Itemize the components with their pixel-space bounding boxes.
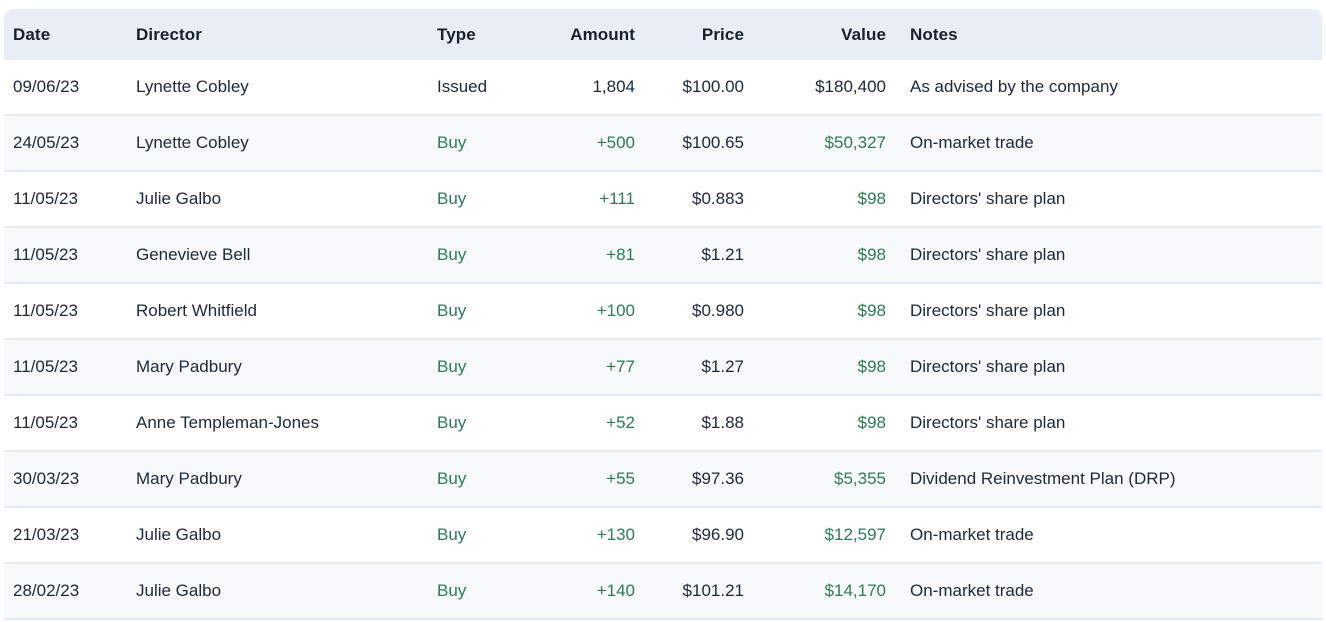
column-header-director: Director [136, 24, 202, 44]
column-header-type: Type [437, 24, 476, 44]
cell-amount: +77 [606, 357, 635, 376]
cell-price: $0.883 [692, 189, 744, 208]
cell-notes: As advised by the company [910, 77, 1118, 96]
cell-director: Mary Padbury [136, 469, 242, 488]
cell-date: 28/02/23 [13, 581, 80, 600]
cell-date: 11/05/23 [13, 245, 78, 264]
cell-director: Lynette Cobley [136, 133, 249, 152]
cell-amount: +130 [596, 525, 635, 544]
cell-type: Issued [437, 77, 488, 96]
cell-value: $98 [857, 189, 886, 208]
cell-price: $101.21 [682, 581, 744, 600]
table-row: 11/05/23 Anne Templeman-Jones Buy +52 $1… [4, 396, 1322, 452]
cell-type: Buy [437, 525, 467, 544]
table-row: 11/05/23 Robert Whitfield Buy +100 $0.98… [4, 284, 1322, 340]
cell-price: $0.980 [692, 301, 744, 320]
cell-value: $50,327 [824, 133, 886, 152]
cell-director: Genevieve Bell [136, 245, 251, 264]
cell-price: $96.90 [692, 525, 744, 544]
cell-date: 11/05/23 [13, 301, 78, 320]
cell-director: Julie Galbo [136, 581, 222, 600]
cell-notes: Dividend Reinvestment Plan (DRP) [910, 469, 1176, 488]
cell-price: $1.88 [701, 413, 744, 432]
director-trades-table: Date Director Type Amount Price Value No… [4, 9, 1322, 620]
table-row: 11/05/23 Genevieve Bell Buy +81 $1.21 $9… [4, 228, 1322, 284]
cell-director: Julie Galbo [136, 189, 222, 208]
cell-amount: 1,804 [592, 77, 635, 96]
cell-price: $1.21 [701, 245, 744, 264]
cell-type: Buy [437, 413, 467, 432]
table-header-row: Date Director Type Amount Price Value No… [4, 9, 1322, 60]
cell-director: Lynette Cobley [136, 77, 249, 96]
cell-notes: Directors' share plan [910, 413, 1066, 432]
cell-amount: +81 [606, 245, 635, 264]
table-row: 09/06/23 Lynette Cobley Issued 1,804 $10… [4, 60, 1322, 116]
cell-date: 09/06/23 [13, 77, 80, 96]
cell-price: $1.27 [701, 357, 744, 376]
cell-director: Anne Templeman-Jones [136, 413, 320, 432]
table-body: 09/06/23 Lynette Cobley Issued 1,804 $10… [4, 60, 1322, 620]
cell-value: $12,597 [824, 525, 886, 544]
table-row: 11/05/23 Mary Padbury Buy +77 $1.27 $98 … [4, 340, 1322, 396]
cell-type: Buy [437, 357, 467, 376]
cell-notes: Directors' share plan [910, 301, 1066, 320]
cell-type: Buy [437, 581, 467, 600]
cell-amount: +100 [596, 301, 635, 320]
cell-price: $100.65 [682, 133, 744, 152]
cell-price: $97.36 [692, 469, 744, 488]
cell-date: 11/05/23 [13, 189, 78, 208]
cell-type: Buy [437, 133, 467, 152]
column-header-price: Price [701, 24, 744, 44]
cell-notes: Directors' share plan [910, 357, 1066, 376]
column-header-value: Value [841, 24, 886, 44]
cell-director: Robert Whitfield [136, 301, 257, 320]
cell-date: 11/05/23 [13, 413, 78, 432]
cell-notes: Directors' share plan [910, 245, 1066, 264]
table-row: 30/03/23 Mary Padbury Buy +55 $97.36 $5,… [4, 452, 1322, 508]
cell-date: 11/05/23 [13, 357, 78, 376]
cell-amount: +52 [606, 413, 635, 432]
cell-director: Julie Galbo [136, 525, 222, 544]
cell-type: Buy [437, 301, 467, 320]
cell-date: 21/03/23 [13, 525, 80, 544]
cell-date: 30/03/23 [13, 469, 80, 488]
table-row: 28/02/23 Julie Galbo Buy +140 $101.21 $1… [4, 564, 1322, 620]
cell-value: $98 [857, 413, 886, 432]
cell-notes: On-market trade [910, 133, 1034, 152]
cell-type: Buy [437, 189, 467, 208]
cell-amount: +500 [596, 133, 635, 152]
cell-value: $98 [857, 245, 886, 264]
cell-value: $98 [857, 301, 886, 320]
column-header-notes: Notes [910, 24, 958, 44]
cell-notes: On-market trade [910, 525, 1034, 544]
cell-value: $14,170 [824, 581, 886, 600]
column-header-date: Date [13, 24, 51, 44]
cell-value: $5,355 [834, 469, 886, 488]
cell-type: Buy [437, 245, 467, 264]
cell-notes: Directors' share plan [910, 189, 1066, 208]
cell-amount: +55 [606, 469, 635, 488]
cell-value: $98 [857, 357, 886, 376]
cell-director: Mary Padbury [136, 357, 242, 376]
cell-amount: +111 [599, 189, 635, 208]
table-row: 24/05/23 Lynette Cobley Buy +500 $100.65… [4, 116, 1322, 172]
cell-value: $180,400 [815, 77, 886, 96]
table-row: 11/05/23 Julie Galbo Buy +111 $0.883 $98… [4, 172, 1322, 228]
cell-amount: +140 [596, 581, 635, 600]
column-header-amount: Amount [570, 24, 635, 44]
cell-notes: On-market trade [910, 581, 1034, 600]
cell-date: 24/05/23 [13, 133, 80, 152]
cell-price: $100.00 [682, 77, 744, 96]
table-row: 21/03/23 Julie Galbo Buy +130 $96.90 $12… [4, 508, 1322, 564]
cell-type: Buy [437, 469, 467, 488]
